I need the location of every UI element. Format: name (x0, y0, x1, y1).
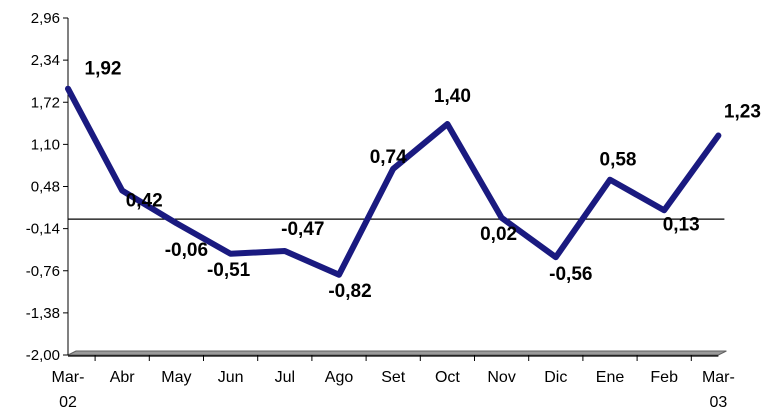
chart-floor (67, 350, 727, 356)
data-label: -0,82 (328, 281, 371, 302)
data-label: -0,47 (281, 219, 324, 240)
y-tick-label: -2,00 (26, 347, 60, 364)
x-tick-label: May (161, 369, 191, 386)
x-tick-label: Jul (275, 369, 295, 386)
x-tick-label: Oct (435, 369, 460, 386)
data-label: 1,40 (434, 86, 471, 107)
data-label: 0,74 (370, 147, 407, 168)
data-labels: 1,92 0,42 -0,06-0,51 -0,47 -0,82 0,74 1,40 0,02… (85, 59, 761, 302)
y-tick-label: -0,76 (26, 263, 60, 280)
x-tick-label: Ene (596, 369, 625, 386)
data-label: 0,13 (663, 214, 700, 235)
data-label: 1,92 (85, 59, 122, 80)
x-tick-label: Nov (487, 369, 515, 386)
data-label: 0,42 (126, 191, 163, 212)
x-axis-tick-labels: Mar-02 Abr May Jun Jul Ago Set Oct Nov Dic Ene Feb M… (52, 369, 735, 411)
x-tick-label: Set (381, 369, 406, 386)
data-series (65, 85, 722, 278)
x-tick-label: Mar-02 (52, 369, 85, 411)
x-tick-label: Mar-03 (702, 369, 735, 411)
y-tick-label: 2,34 (31, 52, 60, 69)
x-tick-label: Dic (544, 369, 567, 386)
series-line (65, 85, 722, 278)
floor-band (67, 350, 727, 356)
x-tick-label: Jun (218, 369, 244, 386)
data-label: -0,51 (207, 260, 251, 281)
data-label: -0,56 (549, 264, 592, 285)
data-label: 1,23 (724, 102, 761, 123)
y-tick-label: 1,10 (31, 136, 60, 153)
y-tick-label: 0,48 (31, 179, 60, 196)
data-label: 0,02 (480, 224, 517, 245)
y-tick-label: -0,14 (26, 221, 60, 238)
x-tick-label: Ago (325, 369, 354, 386)
data-label: 0,58 (600, 150, 637, 171)
chart-axes (63, 17, 725, 361)
x-tick-label: Feb (650, 369, 678, 386)
y-axis-tick-labels: -2,00 -1,38 -0,76 -0,14 0,48 1,10 1,72 2,34 2,96 (26, 10, 60, 364)
x-tick-label: Abr (110, 369, 136, 386)
y-tick-label: 1,72 (31, 94, 60, 111)
data-label: -0,06 (165, 240, 208, 261)
y-tick-label: -1,38 (26, 305, 60, 322)
y-tick-label: 2,96 (31, 10, 60, 27)
